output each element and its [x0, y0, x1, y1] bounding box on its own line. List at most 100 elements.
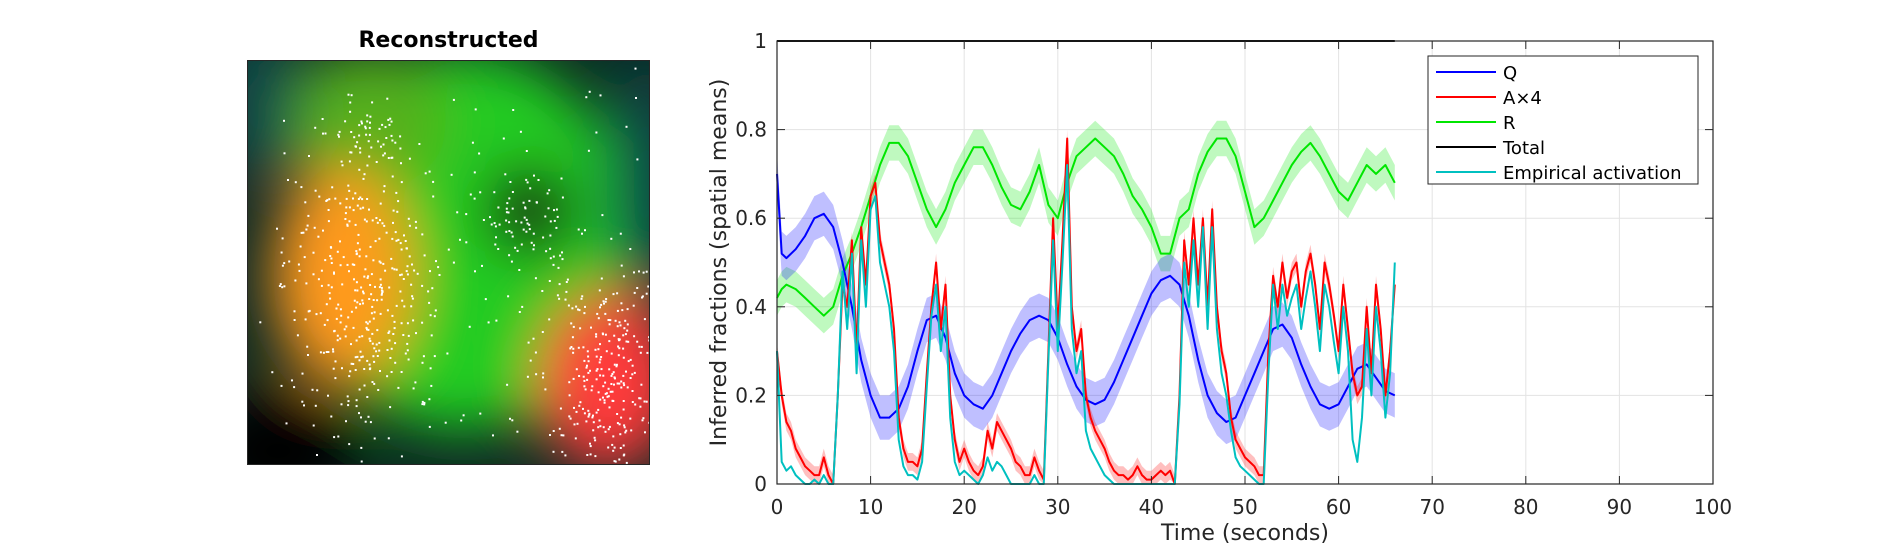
activation-point — [332, 348, 334, 351]
activation-point — [356, 301, 359, 304]
activation-point — [607, 446, 610, 449]
activation-point — [367, 140, 370, 143]
activation-point — [357, 233, 360, 236]
activation-point — [632, 304, 635, 307]
activation-point — [287, 179, 289, 181]
activation-point — [604, 392, 607, 395]
activation-point — [599, 398, 602, 401]
activation-point — [394, 361, 397, 364]
series-Empirical activation — [776, 164, 1396, 485]
activation-point — [301, 372, 304, 375]
activation-point — [365, 220, 368, 223]
activation-point — [620, 416, 623, 419]
activation-point — [378, 260, 381, 263]
activation-point — [372, 317, 375, 320]
activation-point — [599, 374, 602, 377]
activation-point — [597, 348, 600, 351]
activation-point — [369, 121, 371, 124]
activation-point — [360, 416, 362, 419]
activation-point — [337, 303, 340, 306]
activation-point — [595, 333, 598, 336]
activation-point — [384, 269, 387, 272]
activation-point — [327, 209, 330, 211]
activation-point — [281, 286, 284, 289]
activation-point — [612, 449, 615, 452]
activation-point — [509, 181, 512, 183]
activation-point — [421, 284, 424, 287]
activation-point — [607, 395, 610, 398]
activation-point — [583, 412, 586, 415]
activation-point — [368, 337, 371, 340]
activation-point — [622, 400, 625, 402]
activation-point — [361, 335, 364, 338]
activation-point — [615, 363, 618, 366]
activation-point — [334, 377, 337, 380]
activation-point — [300, 231, 303, 234]
activation-point — [397, 200, 400, 203]
activation-point — [481, 264, 483, 267]
legend-entry: Empirical activation — [1503, 163, 1682, 184]
activation-point — [553, 219, 556, 222]
activation-point — [510, 231, 513, 234]
activation-point — [634, 67, 637, 70]
activation-point — [380, 145, 382, 148]
activation-point — [366, 198, 369, 200]
activation-point — [641, 419, 644, 422]
activation-point — [492, 434, 494, 437]
activation-point — [593, 436, 596, 439]
activation-point — [626, 329, 629, 332]
activation-point — [379, 261, 382, 264]
activation-point — [346, 224, 349, 227]
activation-point — [379, 312, 382, 315]
activation-point — [610, 383, 613, 385]
activation-point — [597, 426, 600, 429]
activation-point — [514, 246, 517, 249]
activation-point — [356, 355, 359, 358]
activation-point — [446, 352, 449, 355]
activation-point — [559, 254, 562, 257]
activation-point — [556, 294, 559, 297]
activation-point — [370, 146, 373, 149]
activation-point — [356, 242, 359, 245]
legend-entry: Q — [1503, 63, 1517, 84]
activation-point — [314, 189, 317, 192]
activation-point — [497, 206, 500, 209]
activation-point — [589, 453, 592, 456]
activation-point — [604, 312, 607, 315]
activation-point — [528, 228, 531, 231]
activation-point — [424, 172, 427, 175]
activation-point — [586, 454, 589, 456]
activation-point — [367, 328, 370, 331]
x-tick-label: 0 — [771, 495, 784, 519]
activation-point — [402, 278, 405, 280]
activation-point — [532, 248, 535, 251]
activation-point — [412, 387, 415, 390]
activation-point — [565, 281, 568, 283]
activation-point — [313, 226, 316, 229]
activation-point — [315, 313, 318, 316]
activation-point — [598, 419, 601, 422]
activation-point — [382, 262, 385, 265]
activation-point — [346, 395, 349, 398]
activation-point — [383, 185, 386, 188]
activation-point — [304, 318, 307, 321]
activation-point — [429, 367, 432, 370]
activation-point — [616, 292, 619, 295]
activation-point — [432, 195, 435, 198]
activation-point — [584, 305, 586, 308]
activation-point — [462, 414, 465, 417]
activation-point — [423, 401, 426, 404]
activation-point — [359, 147, 362, 150]
activation-point — [437, 266, 440, 269]
activation-point — [386, 309, 389, 312]
activation-point — [549, 220, 552, 223]
activation-point — [613, 334, 616, 337]
activation-point — [372, 355, 375, 358]
dark-corner-bl — [248, 391, 358, 464]
activation-point — [294, 181, 297, 184]
activation-point — [373, 437, 376, 440]
activation-point — [351, 263, 354, 266]
activation-point — [549, 257, 552, 260]
activation-point — [305, 282, 308, 285]
activation-point — [390, 134, 393, 137]
